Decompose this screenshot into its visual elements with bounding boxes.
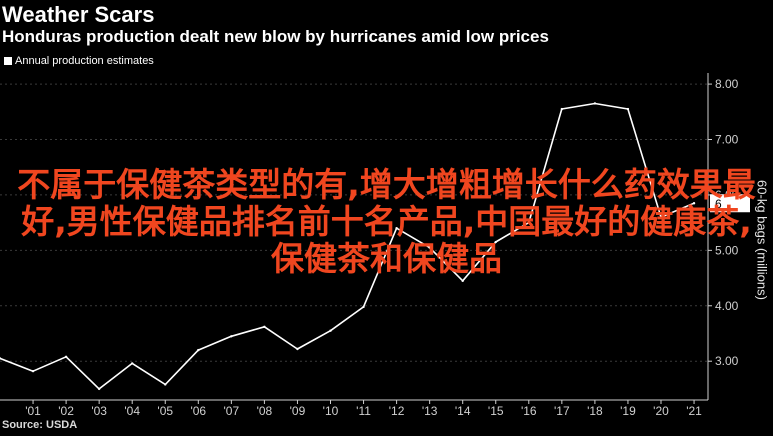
data-point: [461, 279, 464, 283]
data-point: [296, 347, 299, 351]
legend: Annual production estimates: [4, 55, 154, 67]
x-tick-label: '14: [455, 404, 471, 418]
data-point: [428, 246, 431, 249]
data-point: [97, 387, 101, 391]
data-point: [131, 362, 134, 365]
y-tick-label: 3.00: [715, 354, 739, 368]
series-line: [0, 102, 695, 390]
x-tick-label: '18: [587, 404, 603, 418]
x-tick-label: '05: [157, 404, 173, 418]
y-tick-label: 5.00: [715, 243, 739, 257]
y-tick-label: 7.00: [715, 133, 739, 147]
x-tick-label: '03: [91, 404, 107, 418]
data-point: [527, 221, 530, 224]
data-point: [263, 325, 266, 329]
legend-swatch: [4, 57, 12, 65]
end-value-box: [710, 194, 750, 213]
y-tick-label: 4.00: [715, 299, 739, 313]
x-tick-label: '11: [356, 404, 371, 418]
x-tick-label: '06: [190, 404, 206, 418]
data-point: [164, 383, 167, 386]
data-point: [494, 240, 497, 244]
x-tick-label: '16: [521, 404, 537, 418]
x-tick-label: '15: [488, 404, 504, 418]
data-point: [626, 107, 630, 111]
y-tick-label: 8.00: [715, 77, 739, 91]
data-point: [31, 369, 35, 373]
chart-title: Weather Scars: [2, 2, 155, 27]
x-tick-label: '21: [686, 404, 702, 418]
x-tick-label: '17: [554, 404, 570, 418]
data-point: [329, 329, 332, 332]
data-point: [64, 355, 68, 358]
x-tick-label: '13: [422, 404, 438, 418]
x-tick-label: '02: [58, 404, 74, 418]
x-tick-label: '01: [25, 404, 41, 418]
x-tick-label: '09: [290, 404, 306, 418]
data-point: [560, 107, 564, 111]
x-tick-label: '08: [257, 404, 273, 418]
x-tick-label: '04: [124, 404, 140, 418]
data-point: [593, 102, 597, 105]
data-point: [230, 335, 233, 338]
x-tick-label: '20: [653, 404, 669, 418]
data-point: [362, 305, 365, 309]
data-point: [197, 348, 200, 352]
end-value-label: 6: [715, 197, 722, 211]
legend-label: Annual production estimates: [15, 55, 154, 67]
x-tick-label: '07: [224, 404, 240, 418]
data-point: [659, 215, 663, 219]
overlay-text: 不属于保健茶类型的有,增大增粗增长什么药效果最好,男性保健品排名前十名产品,中国…: [17, 165, 756, 278]
data-point: [0, 357, 2, 360]
chart-subtitle: Honduras production dealt new blow by hu…: [2, 27, 549, 46]
data-point: [692, 202, 696, 205]
x-tick-label: '19: [620, 404, 636, 418]
source-note: Source: USDA: [2, 419, 78, 431]
data-point: [395, 226, 398, 230]
x-tick-label: '12: [389, 404, 405, 418]
x-tick-label: '10: [323, 404, 339, 418]
